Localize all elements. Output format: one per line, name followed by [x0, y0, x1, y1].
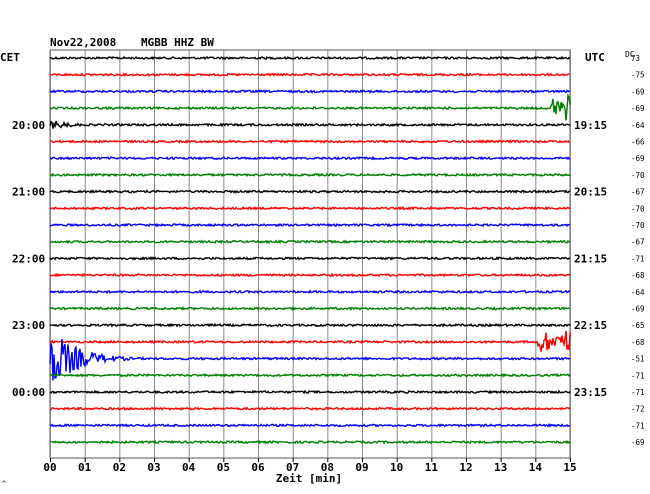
left-time-label: 21:00: [12, 186, 45, 199]
x-tick-label: 13: [494, 461, 507, 474]
dc-offset-label: -64: [631, 288, 645, 297]
trace-row-13: [49, 272, 571, 278]
dc-offset-label: -51: [631, 355, 645, 364]
x-tick-label: 04: [182, 461, 196, 474]
x-tick-label: 03: [147, 461, 160, 474]
x-tick-label: 05: [217, 461, 230, 474]
right-time-label: 21:15: [574, 252, 607, 265]
trace-row-0: [49, 55, 571, 61]
header-station: MGBB HHZ BW: [141, 36, 214, 49]
dc-label: DC: [625, 50, 635, 59]
dc-offset-label: -69: [631, 438, 645, 447]
dc-offset-label: -68: [631, 338, 645, 347]
trace-row-14: [49, 289, 571, 295]
trace-row-15: [49, 305, 571, 311]
trace-row-22: [49, 422, 571, 428]
right-time-labels: 19:15 20:15 21:15 22:15 23:15: [574, 119, 607, 399]
x-tick-label: 02: [113, 461, 126, 474]
dc-offset-label: -75: [631, 71, 645, 80]
right-time-label: 22:15: [574, 319, 607, 332]
trace-row-1: [49, 72, 570, 78]
trace-row-9: [49, 205, 571, 211]
trace-row-3: [49, 93, 571, 121]
dc-offset-label: -69: [631, 104, 645, 113]
trace-row-8: [49, 189, 571, 195]
right-time-label: 20:15: [574, 186, 607, 199]
dc-offset-label: -65: [631, 321, 645, 330]
x-tick-labels: 00 01 02 03 04 05 06 07 08 09 10 11 12 13 14 15: [43, 461, 576, 474]
x-tick-label: 07: [286, 461, 299, 474]
right-time-label: 23:15: [574, 386, 607, 399]
trace-row-4: [49, 120, 571, 129]
trace-row-10: [50, 222, 571, 228]
trace-row-12: [49, 256, 570, 261]
dc-offset-label: -66: [631, 138, 645, 147]
dc-offset-label: 73: [631, 54, 640, 63]
x-tick-label: 14: [529, 461, 543, 474]
dc-offset-label: -67: [631, 188, 645, 197]
dc-offset-label: -68: [631, 271, 645, 280]
dc-offset-label: -71: [631, 254, 645, 263]
trace-row-16: [49, 322, 571, 328]
trace-row-19: [49, 372, 571, 378]
trace-row-6: [49, 155, 571, 161]
trace-row-18: [49, 338, 571, 381]
x-tick-label: 00: [43, 461, 56, 474]
trace-row-11: [49, 239, 571, 245]
dc-offset-label: -70: [631, 171, 645, 180]
trace-row-23: [49, 439, 571, 445]
x-tick-label: 10: [390, 461, 403, 474]
trace-row-5: [49, 139, 571, 144]
dc-offset-label: -69: [631, 305, 645, 314]
dc-offset-label: -69: [631, 154, 645, 163]
left-time-label: 23:00: [12, 319, 45, 332]
left-time-labels: 20:00 21:00 22:00 23:00 00:00: [12, 119, 45, 399]
right-timezone-label: UTC: [585, 51, 605, 64]
trace-row-20: [49, 389, 571, 395]
x-tick-label: 08: [321, 461, 334, 474]
trace-row-21: [49, 406, 571, 412]
dc-offset-label: -70: [631, 204, 645, 213]
grid-lines: [49, 49, 571, 462]
trace-row-7: [49, 172, 571, 178]
dc-offset-label: -64: [631, 121, 645, 130]
dc-offset-label: -72: [631, 405, 645, 414]
dc-offset-label: -69: [631, 87, 645, 96]
x-tick-label: 06: [251, 461, 265, 474]
corner-mark: ^: [2, 480, 6, 488]
x-tick-label: 01: [78, 461, 92, 474]
dc-offset-label: -71: [631, 388, 645, 397]
plot-frame: [49, 49, 571, 459]
left-time-label: 22:00: [12, 252, 45, 265]
dc-offset-label: -71: [631, 371, 645, 380]
trace-row-2: [49, 89, 571, 94]
dc-offset-labels: 73 -75 -69 -69 -64 -66 -69 -70 -67 -70 -70 -67 -71 -6…: [631, 54, 645, 447]
left-time-label: 20:00: [12, 119, 45, 132]
x-tick-label: 09: [355, 461, 368, 474]
right-time-label: 19:15: [574, 119, 607, 132]
left-time-label: 00:00: [12, 386, 45, 399]
dc-offset-label: -71: [631, 421, 645, 430]
x-tick-label: 15: [563, 461, 576, 474]
dc-offset-label: -67: [631, 238, 645, 247]
x-tick-label: 12: [459, 461, 472, 474]
seismic-traces: [49, 55, 571, 445]
left-timezone-label: CET: [0, 51, 20, 64]
trace-row-17: [49, 330, 571, 352]
dc-offset-label: -70: [631, 221, 645, 230]
x-axis-label: Zeit [min]: [276, 472, 342, 485]
header-date: Nov22,2008: [50, 36, 116, 49]
x-tick-label: 11: [425, 461, 439, 474]
